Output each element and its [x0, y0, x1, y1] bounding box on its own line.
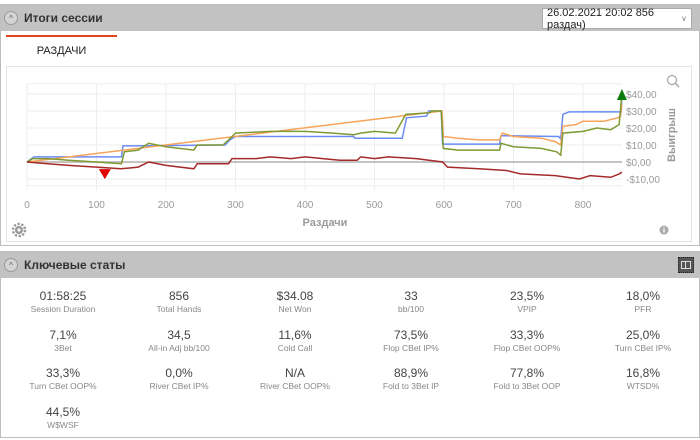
- stat-item: $34.08 Net Won: [237, 289, 353, 314]
- stat-item: 77,8% Fold to 3Bet OOP: [469, 366, 585, 391]
- x-tick-label: 700: [505, 200, 522, 211]
- stat-value: $34.08: [276, 289, 314, 303]
- stat-value: 18,0%: [625, 289, 661, 303]
- stat-item: 25,0% Turn CBet IP%: [585, 328, 700, 353]
- keystats-header: ^ Ключевые статы: [0, 252, 700, 278]
- y-tick-label: $40,00: [626, 90, 657, 101]
- stat-value: 44,5%: [45, 404, 81, 419]
- stat-label: Session Duration: [30, 304, 96, 314]
- stat-value: 88,9%: [393, 366, 429, 380]
- x-tick-label: 100: [88, 200, 105, 211]
- stat-item: 856 Total Hands: [121, 289, 237, 314]
- stat-item: N/A River CBet OOP%: [237, 366, 353, 391]
- min-marker: [98, 169, 111, 180]
- stat-item: 34,5 All-in Adj bb/100: [121, 328, 237, 353]
- stat-value: 25,0%: [625, 327, 661, 342]
- stat-label: Total Hands: [156, 304, 202, 314]
- chevron-down-icon: ∨: [681, 14, 687, 23]
- columns-icon: [681, 261, 691, 269]
- session-header: ^ Итоги сессии 26.02.2021 20:02 856 разд…: [0, 5, 700, 31]
- stat-label: bb/100: [398, 304, 424, 314]
- stat-item: 01:58:25 Session Duration: [5, 289, 121, 314]
- x-tick-label: 600: [436, 200, 453, 211]
- series-line-red: [26, 156, 623, 180]
- stat-item: 16,8% WTSD%: [585, 366, 700, 391]
- stat-label: Flop CBet OOP%: [493, 342, 561, 353]
- stat-label: VPIP: [517, 304, 537, 314]
- stat-value: 11,6%: [278, 327, 312, 342]
- stat-value: 33: [404, 289, 418, 303]
- stat-item: 33,3% Turn CBet OOP%: [5, 366, 121, 391]
- stat-item: 11,6% Cold Call: [237, 328, 353, 353]
- stat-label: Fold to 3Bet IP: [382, 381, 440, 391]
- stat-item: 23,5% VPIP: [469, 289, 585, 314]
- stat-value: N/A: [284, 366, 305, 380]
- stat-label: PFR: [634, 304, 652, 314]
- y-axis-label: Выигрыш: [666, 108, 678, 162]
- stat-value: 856: [168, 289, 190, 303]
- stat-label: 3Bet: [54, 342, 72, 353]
- stat-label: W$WSF: [47, 419, 79, 430]
- series-line-blue: [26, 93, 623, 163]
- x-tick-label: 200: [158, 200, 175, 211]
- y-tick-label: $30,00: [626, 107, 657, 118]
- keystats-title: Ключевые статы: [24, 258, 126, 272]
- stat-label: River CBet OOP%: [260, 381, 330, 391]
- session-title: Итоги сессии: [24, 11, 103, 25]
- layout-toggle-button[interactable]: [678, 257, 694, 273]
- stat-item: 88,9% Fold to 3Bet IP: [353, 366, 469, 391]
- stat-label: All-in Adj bb/100: [148, 342, 210, 353]
- stat-value: 77,8%: [509, 366, 545, 380]
- stat-item: 73,5% Flop CBet IP%: [353, 328, 469, 353]
- max-marker: [616, 89, 627, 100]
- series-line-green: [26, 93, 623, 165]
- x-axis-label: Раздачи: [303, 217, 348, 229]
- chart-container: [6, 66, 692, 242]
- collapse-keystats-button[interactable]: ^: [4, 258, 18, 272]
- y-tick-label: $10,00: [626, 141, 657, 152]
- stat-value: 16,8%: [625, 366, 661, 380]
- stat-label: Turn CBet IP%: [614, 342, 672, 353]
- stat-value: 73,5%: [393, 327, 429, 342]
- session-select[interactable]: 26.02.2021 20:02 856 раздач) ∨: [542, 6, 692, 31]
- y-tick-label: -$10,00: [626, 175, 660, 186]
- stat-label: Cold Call: [277, 342, 313, 353]
- stat-item: 0,0% River CBet IP%: [121, 366, 237, 391]
- session-select-value: 26.02.2021 20:02 856 раздач): [547, 6, 655, 31]
- stat-value: 01:58:25: [39, 289, 87, 303]
- stat-value: 7,1%: [49, 327, 77, 342]
- stat-value: 0,0%: [165, 366, 193, 380]
- y-tick-label: $20,00: [626, 124, 657, 135]
- stat-value: 34,5: [167, 327, 191, 342]
- tab-hands[interactable]: РАЗДАЧИ: [6, 35, 117, 65]
- y-tick-label: $0,00: [626, 158, 651, 169]
- stat-item: 7,1% 3Bet: [5, 328, 121, 353]
- stat-item: 33,3% Flop CBet OOP%: [469, 328, 585, 353]
- stat-value: 33,3%: [45, 366, 81, 380]
- stat-item: 18,0% PFR: [585, 289, 700, 314]
- stat-value: 23,5%: [509, 289, 545, 303]
- stat-label: WTSD%: [626, 381, 660, 391]
- x-tick-label: 0: [24, 200, 30, 211]
- stat-label: Net Won: [278, 304, 312, 314]
- collapse-session-button[interactable]: ^: [4, 11, 18, 25]
- x-tick-label: 500: [366, 200, 383, 211]
- stat-label: Flop CBet IP%: [383, 342, 439, 353]
- stat-item: 33 bb/100: [353, 289, 469, 314]
- winnings-chart: 0 100 200 300 400 500 600 700 800 $40,00 $30,00 $2…: [11, 74, 680, 238]
- stat-label: River CBet IP%: [149, 381, 209, 391]
- info-icon[interactable]: [659, 225, 669, 235]
- x-tick-label: 800: [575, 200, 592, 211]
- stat-item: 44,5% W$WSF: [5, 405, 121, 430]
- series-line-orange: [26, 104, 623, 163]
- stat-label: Fold to 3Bet OOP: [493, 381, 561, 391]
- zoom-icon[interactable]: [666, 74, 680, 88]
- x-tick-label: 300: [227, 200, 244, 211]
- stat-value: 33,3%: [509, 327, 545, 342]
- x-tick-label: 400: [297, 200, 314, 211]
- settings-gear-icon[interactable]: [11, 222, 27, 238]
- stat-label: Turn CBet OOP%: [29, 381, 97, 391]
